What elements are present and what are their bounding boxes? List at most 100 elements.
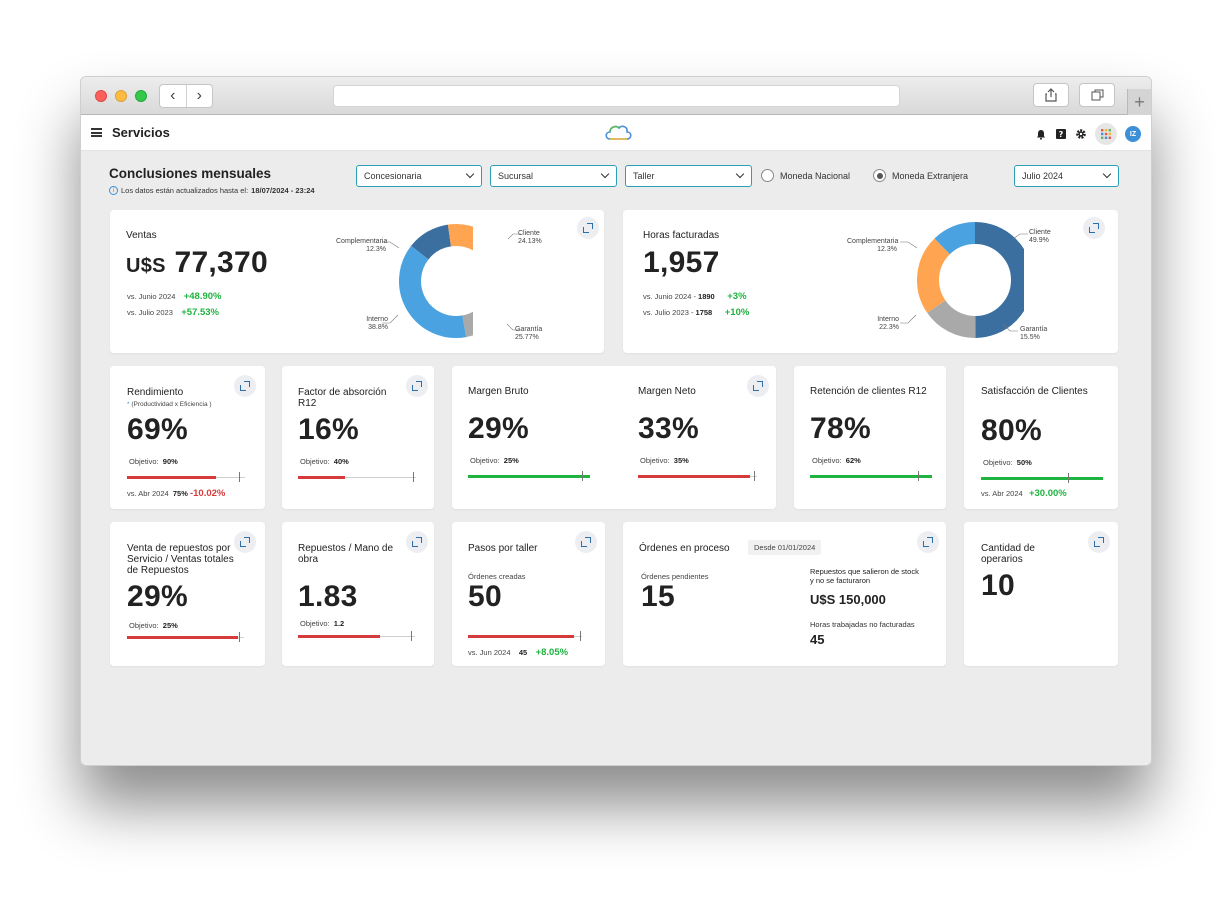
expand-icon[interactable]	[747, 375, 769, 397]
repuestos-mano-progress	[298, 631, 415, 641]
target-label: Objetivo:	[129, 621, 159, 630]
retencion-title: Retención de clientes R12	[810, 386, 927, 397]
sucursal-select[interactable]: Sucursal	[490, 165, 617, 187]
horas-value: 1,957	[643, 246, 720, 279]
legend-pct: 22.3%	[879, 324, 899, 331]
pasos-progress	[468, 631, 582, 641]
operarios-card: Cantidad de operarios 10	[964, 522, 1118, 666]
margen-neto-progress	[638, 471, 757, 481]
horas-cmp2-label: vs. Julio 2023 -	[643, 308, 694, 317]
repuestos-mano-title: Repuestos / Mano de obra	[298, 543, 394, 565]
ventas-legend-interno: Interno 38.8%	[358, 316, 388, 332]
gear-icon[interactable]	[1075, 127, 1087, 141]
legend-pct: 25.77%	[515, 334, 539, 341]
moneda-nacional-radio[interactable]: Moneda Nacional	[761, 169, 850, 182]
concesionaria-select[interactable]: Concesionaria	[356, 165, 482, 187]
target-label: Objetivo:	[300, 619, 330, 628]
rendimiento-title: Rendimiento	[127, 387, 184, 398]
legend-pct: 15.5%	[1020, 334, 1040, 341]
target-value: 1.2	[333, 619, 345, 628]
expand-icon[interactable]	[406, 375, 428, 397]
ventas-card: Ventas U$S 77,370 vs. Junio 2024 +48.90%…	[110, 210, 604, 353]
tabs-button[interactable]	[1079, 83, 1115, 107]
rendimiento-value: 69%	[127, 413, 188, 446]
satisfaccion-card: Satisfacción de Clientes 80% Objetivo: 5…	[964, 366, 1118, 509]
bell-icon[interactable]	[1035, 127, 1047, 141]
taller-select-value: Taller	[633, 171, 655, 181]
absorcion-card: Factor de absorción R12 16% Objetivo: 40…	[282, 366, 434, 509]
satisfaccion-target: Objetivo: 50%	[983, 458, 1032, 467]
expand-icon[interactable]	[577, 217, 599, 239]
target-marker	[918, 471, 919, 481]
legend-pct: 12.3%	[877, 246, 897, 253]
forward-icon[interactable]: ›	[196, 87, 202, 104]
expand-icon[interactable]	[406, 531, 428, 553]
ordenes-pending-value: 15	[641, 580, 675, 613]
expand-icon[interactable]	[575, 531, 597, 553]
satisfaccion-value: 80%	[981, 414, 1042, 447]
maximize-window-button[interactable]	[135, 90, 147, 102]
ordenes-date-tag: Desde 01/01/2024	[748, 540, 822, 555]
expand-icon[interactable]	[917, 531, 939, 553]
taller-select[interactable]: Taller	[625, 165, 752, 187]
periodo-select[interactable]: Julio 2024	[1014, 165, 1119, 187]
legend-pct: 49.9%	[1029, 237, 1049, 244]
apps-grid-icon[interactable]	[1095, 123, 1117, 145]
address-bar[interactable]	[333, 85, 900, 107]
share-button[interactable]	[1033, 83, 1069, 107]
retencion-card: Retención de clientes R12 78% Objetivo: …	[794, 366, 946, 509]
repuestos-servicio-target: Objetivo: 25%	[129, 621, 178, 630]
ventas-title: Ventas	[126, 230, 157, 241]
progress-fill	[468, 634, 575, 638]
repuestos-servicio-card: Venta de repuestos por Servicio / Ventas…	[110, 522, 265, 666]
app-header: Servicios ? IZ	[81, 115, 1151, 151]
close-window-button[interactable]	[95, 90, 107, 102]
progress-fill	[810, 474, 932, 478]
ordenes-horas-label: Horas trabajadas no facturadas	[810, 620, 915, 629]
chevron-down-icon	[1102, 169, 1112, 179]
ventas-legend-cliente: Cliente 24.13%	[518, 230, 542, 246]
ordenes-card: Órdenes en proceso Desde 01/01/2024 Órde…	[623, 522, 946, 666]
data-updated-note: i Los datos están actualizados hasta el:…	[109, 186, 315, 195]
minimize-window-button[interactable]	[115, 90, 127, 102]
pasos-card: Pasos por taller Órdenes creadas 50 vs. …	[452, 522, 605, 666]
share-icon	[1045, 88, 1057, 102]
target-marker	[413, 472, 414, 482]
absorcion-target: Objetivo: 40%	[300, 457, 349, 466]
donut-slice-cliente	[974, 222, 1024, 338]
rendimiento-subtitle: * (Productividad x Eficiencia )	[127, 401, 212, 408]
chevron-down-icon	[465, 169, 475, 179]
ventas-donut-chart	[399, 224, 473, 338]
moneda-extranjera-label: Moneda Extranjera	[892, 170, 969, 181]
horas-cmp2-delta: +10%	[724, 307, 750, 318]
target-value: 25%	[162, 621, 178, 630]
ventas-cmp2: vs. Julio 2023 +57.53%	[127, 307, 219, 318]
ventas-cmp2-delta: +57.53%	[181, 307, 219, 318]
progress-fill	[127, 635, 239, 639]
pasos-subtitle: Órdenes creadas	[468, 572, 526, 581]
info-icon: i	[109, 186, 118, 195]
horas-legend-garantia: Garantía 15.5%	[1020, 326, 1047, 342]
expand-icon[interactable]	[1088, 531, 1110, 553]
back-icon[interactable]: ‹	[160, 85, 187, 107]
retencion-value: 78%	[810, 412, 871, 445]
target-marker	[239, 472, 240, 482]
horas-legend-interno: Interno 22.3%	[869, 316, 899, 332]
target-label: Objetivo:	[470, 456, 500, 465]
user-avatar[interactable]: IZ	[1125, 126, 1141, 142]
target-value: 50%	[1016, 458, 1032, 467]
operarios-value: 10	[981, 569, 1015, 602]
ventas-cmp1-label: vs. Junio 2024	[127, 292, 176, 301]
target-label: Objetivo:	[129, 457, 159, 466]
pasos-cmp: vs. Jun 2024 45 +8.05%	[468, 647, 568, 658]
cmp-delta: +8.05%	[535, 647, 569, 658]
expand-icon[interactable]	[234, 531, 256, 553]
moneda-extranjera-radio[interactable]: Moneda Extranjera	[873, 169, 968, 182]
new-tab-button[interactable]: +	[1127, 89, 1151, 115]
help-icon[interactable]: ?	[1055, 127, 1067, 141]
menu-icon[interactable]	[91, 128, 102, 137]
repuestos-servicio-value: 29%	[127, 580, 188, 613]
expand-icon[interactable]	[234, 375, 256, 397]
browser-titlebar: ‹ › +	[81, 77, 1151, 115]
expand-icon[interactable]	[1083, 217, 1105, 239]
